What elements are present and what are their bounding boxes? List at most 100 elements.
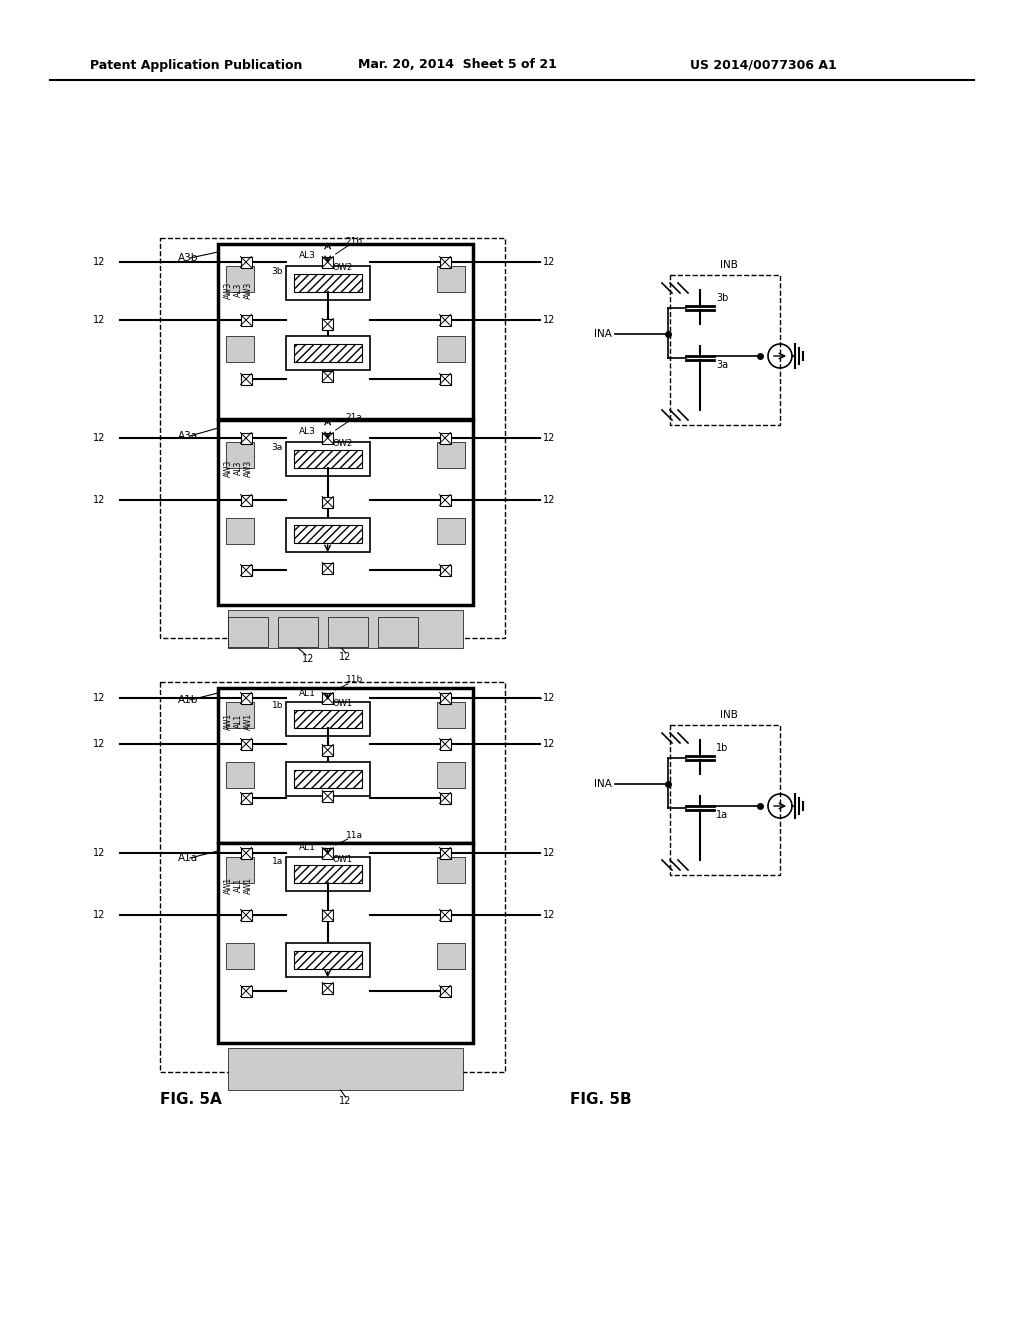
Bar <box>294 710 361 729</box>
Bar <box>226 942 254 969</box>
Bar <box>286 337 370 370</box>
Bar <box>439 792 451 804</box>
Bar <box>241 433 252 444</box>
Text: 21b: 21b <box>346 238 362 247</box>
Text: INB: INB <box>720 710 738 719</box>
Text: A3a: A3a <box>178 432 198 441</box>
Bar <box>241 738 252 750</box>
Text: 12: 12 <box>92 739 105 748</box>
Bar <box>437 762 465 788</box>
Bar <box>218 244 473 418</box>
Bar <box>439 433 451 444</box>
Bar <box>323 744 333 755</box>
Bar <box>226 702 254 729</box>
Bar <box>241 565 252 576</box>
Bar <box>437 337 465 362</box>
Bar <box>294 525 361 543</box>
Bar <box>439 847 451 858</box>
Text: 12: 12 <box>92 693 105 704</box>
Text: 12: 12 <box>543 257 555 267</box>
Text: AW3: AW3 <box>224 281 233 298</box>
Text: 12: 12 <box>543 909 555 920</box>
Bar <box>294 450 361 469</box>
Bar <box>437 702 465 729</box>
Text: 12: 12 <box>339 652 351 663</box>
Bar <box>439 693 451 704</box>
Text: Mar. 20, 2014  Sheet 5 of 21: Mar. 20, 2014 Sheet 5 of 21 <box>358 58 557 71</box>
Text: 12: 12 <box>543 433 555 444</box>
Text: OW2: OW2 <box>333 264 353 272</box>
Text: 12: 12 <box>92 257 105 267</box>
Bar <box>378 616 418 647</box>
Bar <box>437 442 465 469</box>
Text: 12: 12 <box>92 909 105 920</box>
Text: 12: 12 <box>543 847 555 858</box>
Bar <box>439 986 451 997</box>
Bar <box>323 371 333 381</box>
Bar <box>294 275 361 292</box>
Text: 12: 12 <box>339 1096 351 1106</box>
Text: AW1: AW1 <box>244 876 253 894</box>
Text: OW1: OW1 <box>333 700 353 709</box>
Bar <box>241 909 252 920</box>
Bar <box>241 256 252 268</box>
Bar <box>160 682 505 1072</box>
Text: Patent Application Publication: Patent Application Publication <box>90 58 302 71</box>
Bar <box>439 495 451 506</box>
Bar <box>218 420 473 605</box>
Text: INA: INA <box>594 329 612 339</box>
Bar <box>439 565 451 576</box>
Bar <box>294 865 361 883</box>
Text: 12: 12 <box>543 693 555 704</box>
Text: AL3: AL3 <box>234 461 243 475</box>
Text: AL3: AL3 <box>299 252 315 260</box>
Bar <box>323 256 333 268</box>
Bar <box>228 610 463 648</box>
Bar <box>241 986 252 997</box>
Bar <box>218 688 473 843</box>
Bar <box>323 791 333 801</box>
Bar <box>323 909 333 920</box>
Text: A3b: A3b <box>178 253 199 263</box>
Bar <box>286 857 370 891</box>
Text: 1a: 1a <box>271 857 283 866</box>
Bar <box>437 517 465 544</box>
Bar <box>437 857 465 883</box>
Bar <box>241 792 252 804</box>
Bar <box>226 857 254 883</box>
Text: AW3: AW3 <box>244 459 253 477</box>
Text: 12: 12 <box>543 315 555 325</box>
Text: INA: INA <box>594 779 612 789</box>
Bar <box>228 616 268 647</box>
Bar <box>437 942 465 969</box>
Bar <box>323 496 333 507</box>
Bar <box>241 374 252 384</box>
Text: AW1: AW1 <box>224 876 233 894</box>
Text: 21a: 21a <box>346 413 362 422</box>
Bar <box>670 725 780 875</box>
Text: OW2: OW2 <box>333 440 353 449</box>
Bar <box>323 562 333 573</box>
Bar <box>286 267 370 300</box>
Bar <box>218 843 473 1043</box>
Bar <box>294 345 361 362</box>
Bar <box>226 762 254 788</box>
Text: 3b: 3b <box>716 293 728 304</box>
Bar <box>439 314 451 326</box>
Bar <box>439 256 451 268</box>
Bar <box>439 909 451 920</box>
Text: 1b: 1b <box>271 701 284 710</box>
Bar <box>439 738 451 750</box>
Bar <box>226 517 254 544</box>
Bar <box>439 374 451 384</box>
Text: 12: 12 <box>92 315 105 325</box>
Bar <box>278 616 318 647</box>
Bar <box>286 762 370 796</box>
Text: US 2014/0077306 A1: US 2014/0077306 A1 <box>690 58 837 71</box>
Text: 11b: 11b <box>346 676 362 685</box>
Bar <box>323 433 333 444</box>
Text: 3a: 3a <box>716 360 728 370</box>
Bar <box>241 847 252 858</box>
Bar <box>670 275 780 425</box>
Text: 1a: 1a <box>716 810 728 820</box>
